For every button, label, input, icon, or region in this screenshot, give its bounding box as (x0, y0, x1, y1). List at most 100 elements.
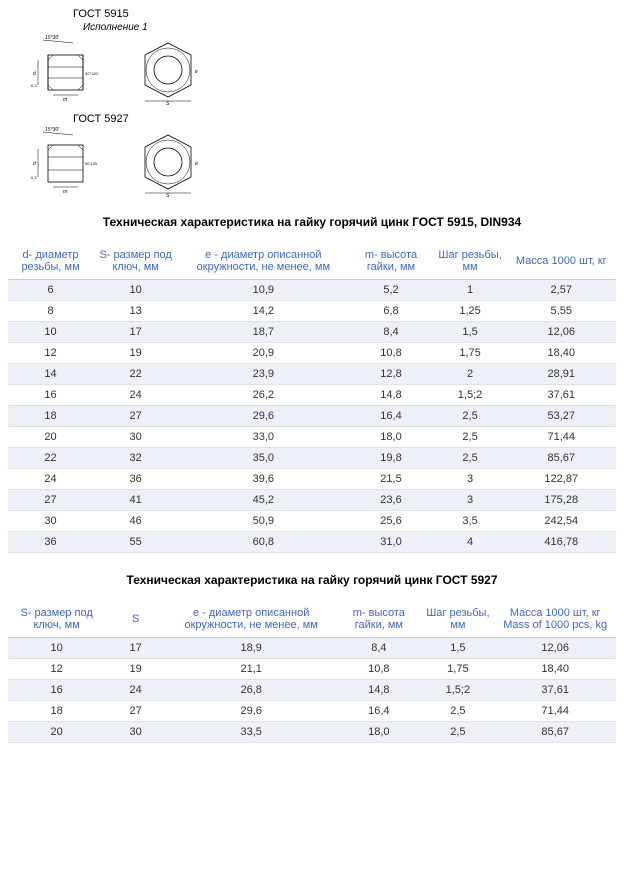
table-cell: 2,57 (507, 280, 616, 301)
table-cell: 21,1 (166, 659, 336, 680)
table-cell: 2,5 (434, 406, 507, 427)
svg-text:90°120': 90°120' (85, 71, 99, 76)
svg-text:15°30': 15°30' (45, 35, 60, 41)
column-header: S- размер под ключ, мм (8, 601, 105, 638)
table-cell: 24 (105, 680, 166, 701)
table-cell: 1,5;2 (434, 385, 507, 406)
table-cell: 10 (93, 280, 178, 301)
table-cell: 22 (93, 364, 178, 385)
table-cell: 45,2 (178, 490, 348, 511)
table-cell: 10,8 (348, 343, 433, 364)
table-cell: 242,54 (507, 511, 616, 532)
table-cell: 27 (105, 701, 166, 722)
column-header: e - диаметр описанной окружности, не мен… (166, 601, 336, 638)
nut-top-view-2-icon: S e (133, 127, 203, 197)
gost-5915-label: ГОСТ 5915 (73, 8, 616, 20)
table-cell: 14,8 (336, 680, 421, 701)
column-header: Шаг резьбы, мм (421, 601, 494, 638)
column-header: Масса 1000 шт, кг Mass of 1000 pcs, kg (494, 601, 616, 638)
table-cell: 18,40 (507, 343, 616, 364)
table-cell: 18 (8, 701, 105, 722)
spec-table-1: d- диаметр резьбы, ммS- размер под ключ,… (8, 243, 616, 553)
table-cell: 6 (8, 280, 93, 301)
table-cell: 18,7 (178, 322, 348, 343)
table2-title: Техническая характеристика на гайку горя… (8, 573, 616, 587)
table-cell: 2,5 (421, 701, 494, 722)
table-cell: 22 (8, 448, 93, 469)
table-cell: 24 (8, 469, 93, 490)
table-cell: 416,78 (507, 532, 616, 553)
table-cell: 14,2 (178, 301, 348, 322)
table-cell: 16,4 (348, 406, 433, 427)
table-cell: 10,8 (336, 659, 421, 680)
svg-text:e: e (195, 69, 198, 75)
table-cell: 19,8 (348, 448, 433, 469)
column-header: S- размер под ключ, мм (93, 243, 178, 280)
table-cell: 36 (93, 469, 178, 490)
table-cell: 53,27 (507, 406, 616, 427)
table-cell: 29,6 (178, 406, 348, 427)
column-header: Шаг резьбы, мм (434, 243, 507, 280)
table-cell: 27 (93, 406, 178, 427)
table-cell: 3 (434, 490, 507, 511)
table-row: 101718,98,41,512,06 (8, 638, 616, 659)
table-cell: 12,06 (507, 322, 616, 343)
table-cell: 23,9 (178, 364, 348, 385)
execution-label: Исполнение 1 (83, 22, 616, 33)
table-cell: 85,67 (494, 722, 616, 743)
table-cell: 29,6 (166, 701, 336, 722)
table-cell: 12,06 (494, 638, 616, 659)
table-cell: 6,8 (348, 301, 433, 322)
table-cell: 18,0 (348, 427, 433, 448)
table-cell: 175,28 (507, 490, 616, 511)
svg-text:m: m (63, 189, 67, 195)
table-cell: 14,8 (348, 385, 433, 406)
table-row: 182729,616,42,553,27 (8, 406, 616, 427)
table-cell: 46 (93, 511, 178, 532)
table-cell: 1 (434, 280, 507, 301)
table-cell: 17 (105, 638, 166, 659)
table-cell: 24 (93, 385, 178, 406)
svg-text:90,120: 90,120 (85, 161, 98, 166)
nut-side-view-2-icon: 15°30' m d 0,3 90,120 (23, 127, 113, 197)
table-cell: 2,5 (434, 427, 507, 448)
table-cell: 12 (8, 659, 105, 680)
table-cell: 16 (8, 385, 93, 406)
table-cell: 18,40 (494, 659, 616, 680)
gost-5927-label: ГОСТ 5927 (73, 113, 616, 125)
table-cell: 71,44 (494, 701, 616, 722)
table-cell: 4 (434, 532, 507, 553)
table-cell: 5,55 (507, 301, 616, 322)
table-cell: 12 (8, 343, 93, 364)
table-row: 203033,018,02,571,44 (8, 427, 616, 448)
table-cell: 3,5 (434, 511, 507, 532)
column-header: e - диаметр описанной окружности, не мен… (178, 243, 348, 280)
table-cell: 37,61 (507, 385, 616, 406)
table-cell: 18 (8, 406, 93, 427)
table-cell: 8,4 (348, 322, 433, 343)
table-cell: 36 (8, 532, 93, 553)
table-cell: 2,5 (434, 448, 507, 469)
table-row: 162426,814,81,5;237,61 (8, 680, 616, 701)
table-row: 121920,910,81,7518,40 (8, 343, 616, 364)
table-cell: 3 (434, 469, 507, 490)
table-cell: 1,5 (421, 638, 494, 659)
table-row: 182729,616,42,571,44 (8, 701, 616, 722)
diagram-row-5927: 15°30' m d 0,3 90,120 S e (23, 127, 616, 197)
table-cell: 122,87 (507, 469, 616, 490)
table-cell: 14 (8, 364, 93, 385)
table-row: 81314,26,81,255,55 (8, 301, 616, 322)
table-cell: 41 (93, 490, 178, 511)
table1-title: Техническая характеристика на гайку горя… (8, 215, 616, 229)
table-row: 61010,95,212,57 (8, 280, 616, 301)
svg-text:d: d (33, 71, 36, 77)
table-row: 274145,223,63175,28 (8, 490, 616, 511)
table-row: 365560,831,04416,78 (8, 532, 616, 553)
spec-table-2: S- размер под ключ, ммSe - диаметр описа… (8, 601, 616, 743)
svg-text:m: m (63, 97, 67, 103)
table-cell: 37,61 (494, 680, 616, 701)
table-cell: 19 (93, 343, 178, 364)
svg-text:e: e (195, 161, 198, 167)
table-cell: 10 (8, 638, 105, 659)
table-row: 304650,925,63,5242,54 (8, 511, 616, 532)
